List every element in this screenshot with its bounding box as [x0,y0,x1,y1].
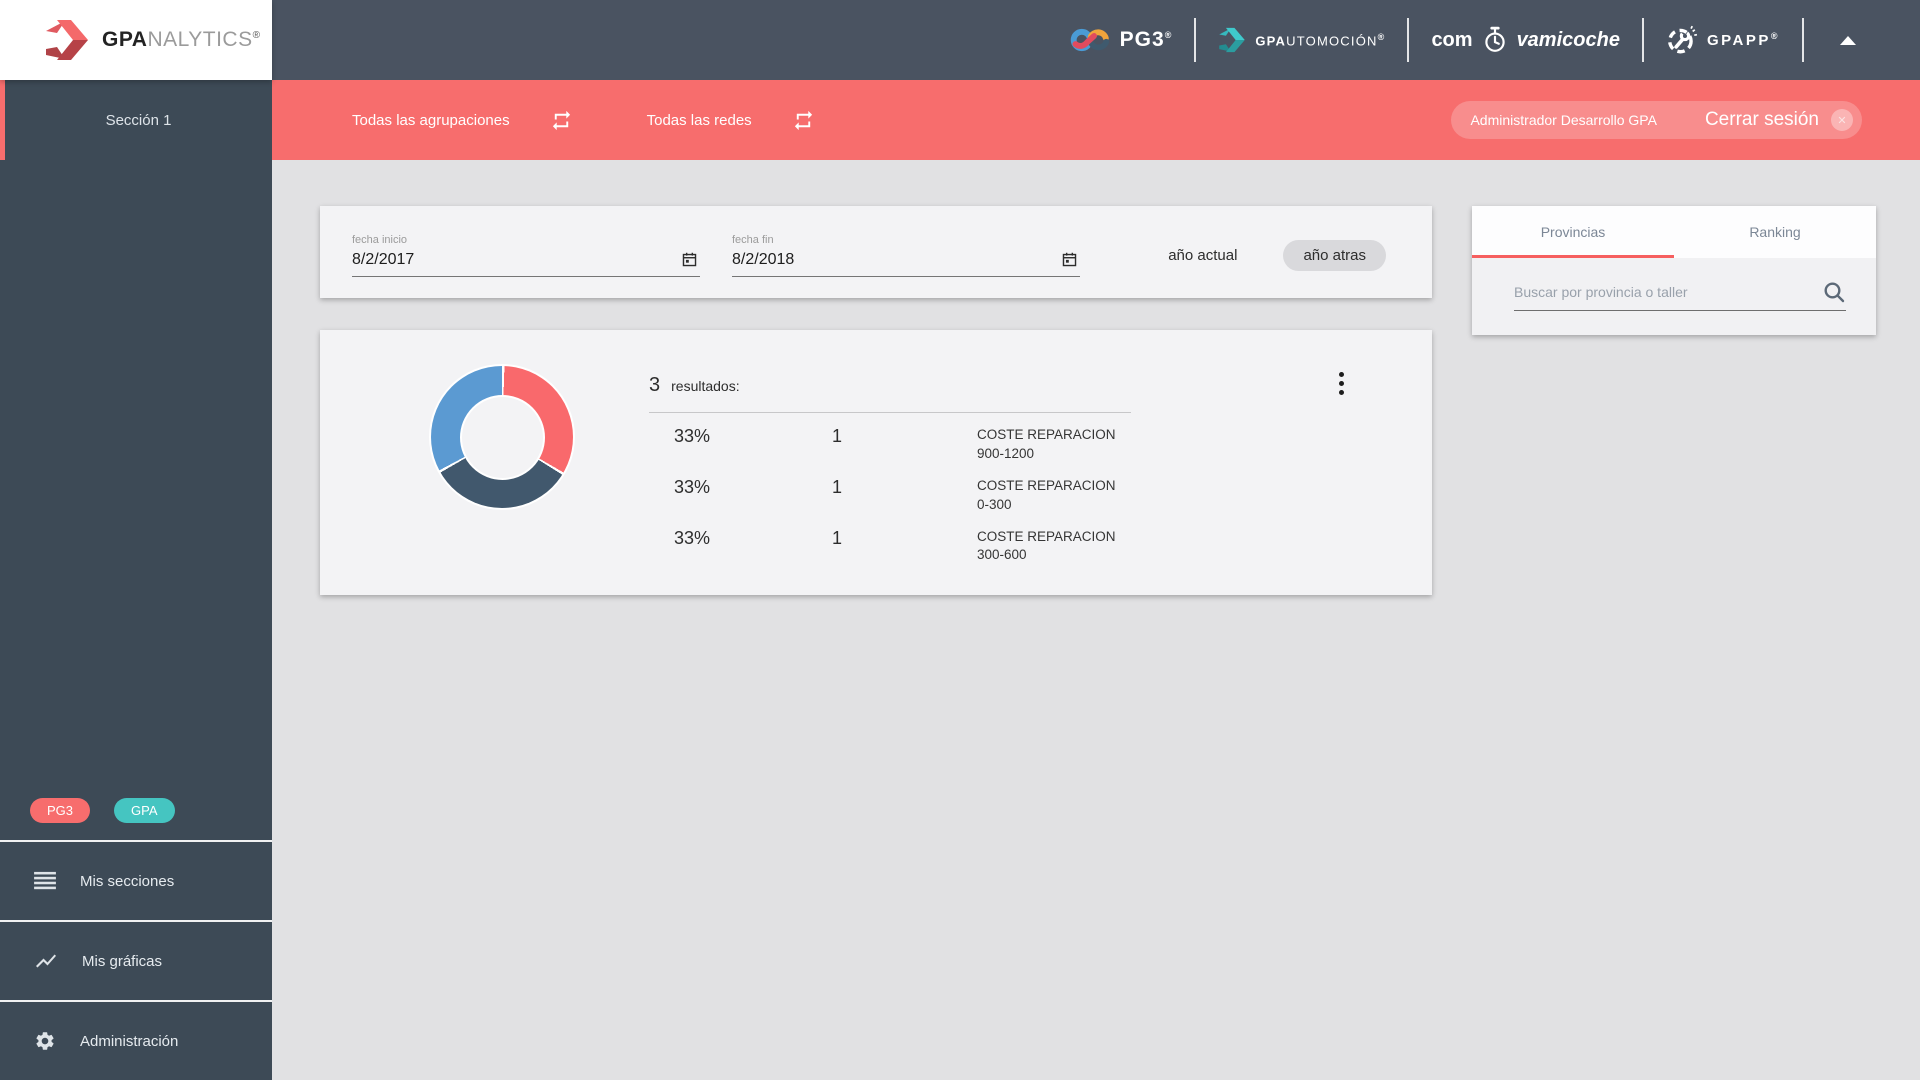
result-count: 1 [832,476,843,497]
sidebar-item-seccion-1[interactable]: Sección 1 [0,80,272,160]
active-tab-underline [1472,255,1674,258]
result-count: 1 [832,426,843,446]
brand-name: GPANALYTICS® [102,28,261,51]
swap-redes-button[interactable] [792,109,815,132]
results-header: 3 resultados: [649,374,1131,397]
sidebar-item-administracion[interactable]: Administración [0,1000,272,1080]
pg3-infinity-icon [1070,28,1109,52]
repeat-icon [552,110,570,130]
sidebar-badges: PG3 GPA [0,798,272,840]
header-divider [1407,18,1410,62]
gpapp-wrench-icon [1667,25,1698,54]
gpapp-label: GPAPP® [1706,31,1780,49]
search-field [1514,280,1846,311]
search-icon[interactable] [1822,280,1846,304]
header-divider [1194,18,1197,62]
donut-chart-wrapper [429,364,575,510]
start-date-label: fecha inicio [352,233,408,246]
comovamicoche-right: vamicoche [1516,28,1620,51]
panel-tabs: Provincias Ranking [1472,206,1876,258]
repeat-icon [794,110,812,130]
result-percent: 33% [674,527,711,548]
nav-label: Mis secciones [80,872,175,890]
gpautomocion-label: GPAUTOMOCIÓN® [1255,31,1386,49]
nav-label: Mis gráficas [82,952,163,970]
panel-search-area [1472,258,1876,335]
sidebar-nav: Mis secciones Mis gráficas Administració… [0,840,272,1080]
start-date-value[interactable]: 8/2/2017 [352,250,415,268]
result-row[interactable]: 33% 1 COSTE REPARACION 900-1200 [649,426,1131,464]
gpanalytics-arrow-icon [46,20,88,60]
content-area: fecha inicio 8/2/2017 [272,160,1920,1080]
top-header: PG3® GPAUTOMOCIÓN® com [272,0,1920,80]
main-column: PG3® GPAUTOMOCIÓN® com [272,0,1920,1080]
pg3-label: PG3® [1119,28,1173,51]
end-date-label: fecha fin [732,233,774,246]
badge-pg3[interactable]: PG3 [30,798,91,823]
brand-logo[interactable]: GPANALYTICS® [0,0,272,80]
kebab-dot [1339,381,1344,386]
calendar-icon[interactable] [1061,251,1078,268]
list-icon [34,871,56,890]
calendar-icon[interactable] [681,251,698,268]
search-input[interactable] [1514,284,1822,300]
comovamicoche-logo[interactable]: com vamicoche [1431,26,1620,54]
date-filter-card: fecha inicio 8/2/2017 [320,206,1432,298]
left-column: fecha inicio 8/2/2017 [320,206,1432,595]
result-row[interactable]: 33% 1 COSTE REPARACION 300-600 [649,528,1131,566]
chart-menu-button[interactable] [1335,368,1348,399]
results-count: 3 [649,374,661,396]
result-label: COSTE REPARACION 900-1200 [977,427,1116,461]
result-count: 1 [832,527,843,548]
sidebar-item-mis-graficas[interactable]: Mis gráficas [0,920,272,1000]
tab-ranking[interactable]: Ranking [1749,224,1801,240]
end-date-value[interactable]: 8/2/2018 [732,250,795,268]
user-name: Administrador Desarrollo GPA [1470,112,1657,128]
gpapp-logo[interactable]: GPAPP® [1666,23,1780,57]
results-divider [649,412,1131,413]
header-divider [1802,18,1804,62]
redes-selector[interactable]: Todas las redes [646,111,752,129]
section-label: Sección 1 [105,111,172,129]
year-back-button[interactable]: año atras [1283,239,1386,271]
kebab-dot [1339,372,1344,377]
badge-gpa[interactable]: GPA [114,798,175,823]
sidebar-spacer [0,160,272,798]
results-list: 3 resultados: 33% 1 COSTE REPARACION 900-… [649,374,1131,595]
red-filter-bar: Todas las agrupaciones Todas las redes A… [272,80,1920,160]
result-percent: 33% [674,426,711,446]
result-label: COSTE REPARACION 0-300 [977,477,1116,512]
results-suffix: resultados: [671,378,740,394]
logout-button[interactable]: Cerrar sesión [1704,109,1819,130]
start-date-field[interactable]: fecha inicio 8/2/2017 [352,234,700,277]
comovamicoche-left: com [1431,28,1473,51]
pg3-logo[interactable]: PG3® [1069,27,1173,53]
nav-label: Administración [80,1032,179,1050]
user-session-pill: Administrador Desarrollo GPA Cerrar sesi… [1451,101,1862,139]
current-year-button[interactable]: año actual [1168,246,1238,264]
agrupaciones-selector[interactable]: Todas las agrupaciones [352,111,510,129]
chart-card: 3 resultados: 33% 1 COSTE REPARACION 900-… [320,330,1432,595]
result-percent: 33% [674,476,711,497]
tab-provincias[interactable]: Provincias [1540,224,1606,240]
result-label: COSTE REPARACION 300-600 [977,528,1116,563]
line-chart-icon [36,954,56,968]
header-divider [1641,18,1644,62]
donut-chart[interactable] [431,366,573,508]
logout-close-icon[interactable]: ✕ [1831,109,1853,131]
sidebar-item-mis-secciones[interactable]: Mis secciones [0,840,272,920]
result-row[interactable]: 33% 1 COSTE REPARACION 0-300 [649,477,1131,515]
gpautomocion-logo[interactable]: GPAUTOMOCIÓN® [1218,26,1385,54]
kebab-dot [1339,390,1344,395]
gpautomocion-arrow-icon [1219,27,1246,53]
provinces-panel: Provincias Ranking [1472,206,1876,335]
gear-icon [36,1032,54,1050]
collapse-arrow-icon[interactable] [1840,35,1856,45]
stopwatch-icon [1484,26,1505,52]
donut-hole [459,394,545,480]
sidebar: GPANALYTICS® Sección 1 PG3 GPA Mis secci… [0,0,272,1080]
swap-agrupaciones-button[interactable] [550,109,573,132]
end-date-field[interactable]: fecha fin 8/2/2018 [732,234,1080,277]
